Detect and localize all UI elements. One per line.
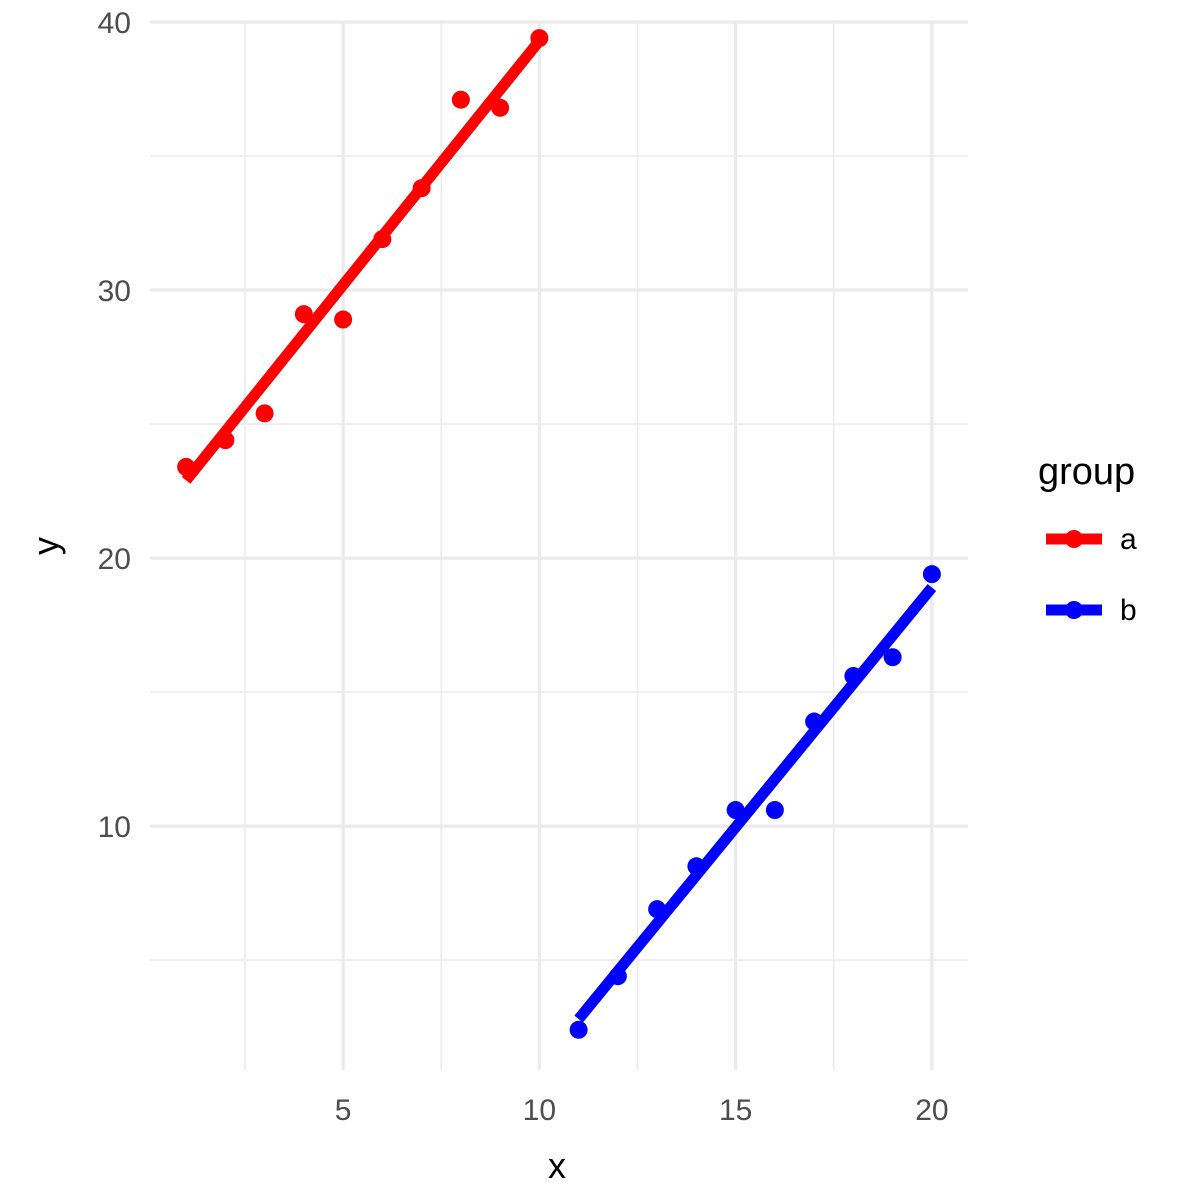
point-a: [412, 179, 431, 198]
point-b: [687, 857, 706, 876]
x-tick-label: 10: [523, 1094, 556, 1127]
y-axis-title: y: [25, 537, 66, 555]
point-a: [491, 98, 510, 117]
fit-line-b: [574, 584, 937, 1023]
y-tick-label: 10: [98, 811, 131, 844]
point-b: [922, 565, 941, 584]
y-tick-label: 40: [98, 7, 131, 40]
x-tick-label: 5: [335, 1094, 352, 1127]
point-a: [294, 305, 313, 324]
point-a: [255, 404, 274, 423]
legend-point-a: [1065, 530, 1083, 548]
legend-item-b: b: [1046, 594, 1137, 627]
point-b: [726, 801, 745, 820]
minor-gridlines: [150, 22, 968, 1070]
legend-items: ab: [1046, 523, 1137, 627]
point-a: [451, 90, 470, 109]
regression-lines: [181, 37, 937, 1023]
legend-title: group: [1038, 451, 1135, 493]
major-gridlines: [150, 20, 968, 1070]
point-b: [805, 712, 824, 731]
point-a: [530, 29, 549, 48]
fit-line-a: [181, 37, 544, 484]
point-b: [765, 801, 784, 820]
point-a: [177, 457, 196, 476]
x-axis-title: x: [548, 1145, 566, 1186]
point-b: [844, 666, 863, 685]
point-b: [883, 648, 902, 667]
point-a: [373, 230, 392, 249]
point-a: [334, 310, 353, 329]
y-tick-label: 20: [98, 543, 131, 576]
legend-point-b: [1065, 601, 1083, 619]
point-b: [569, 1020, 588, 1039]
data-points: [177, 29, 941, 1039]
x-tick-label: 15: [719, 1094, 752, 1127]
point-a: [216, 431, 235, 450]
x-tick-label: 20: [915, 1094, 948, 1127]
legend-item-a: a: [1046, 523, 1137, 556]
point-b: [608, 967, 627, 986]
legend-label-b: b: [1120, 594, 1137, 627]
y-tick-label: 30: [98, 275, 131, 308]
legend-label-a: a: [1120, 523, 1137, 556]
legend: group ab: [1038, 451, 1137, 627]
y-axis-tick-labels: 10 20 30 40: [98, 7, 131, 844]
point-b: [648, 900, 667, 919]
x-axis-tick-labels: 5 10 15 20: [335, 1094, 949, 1127]
